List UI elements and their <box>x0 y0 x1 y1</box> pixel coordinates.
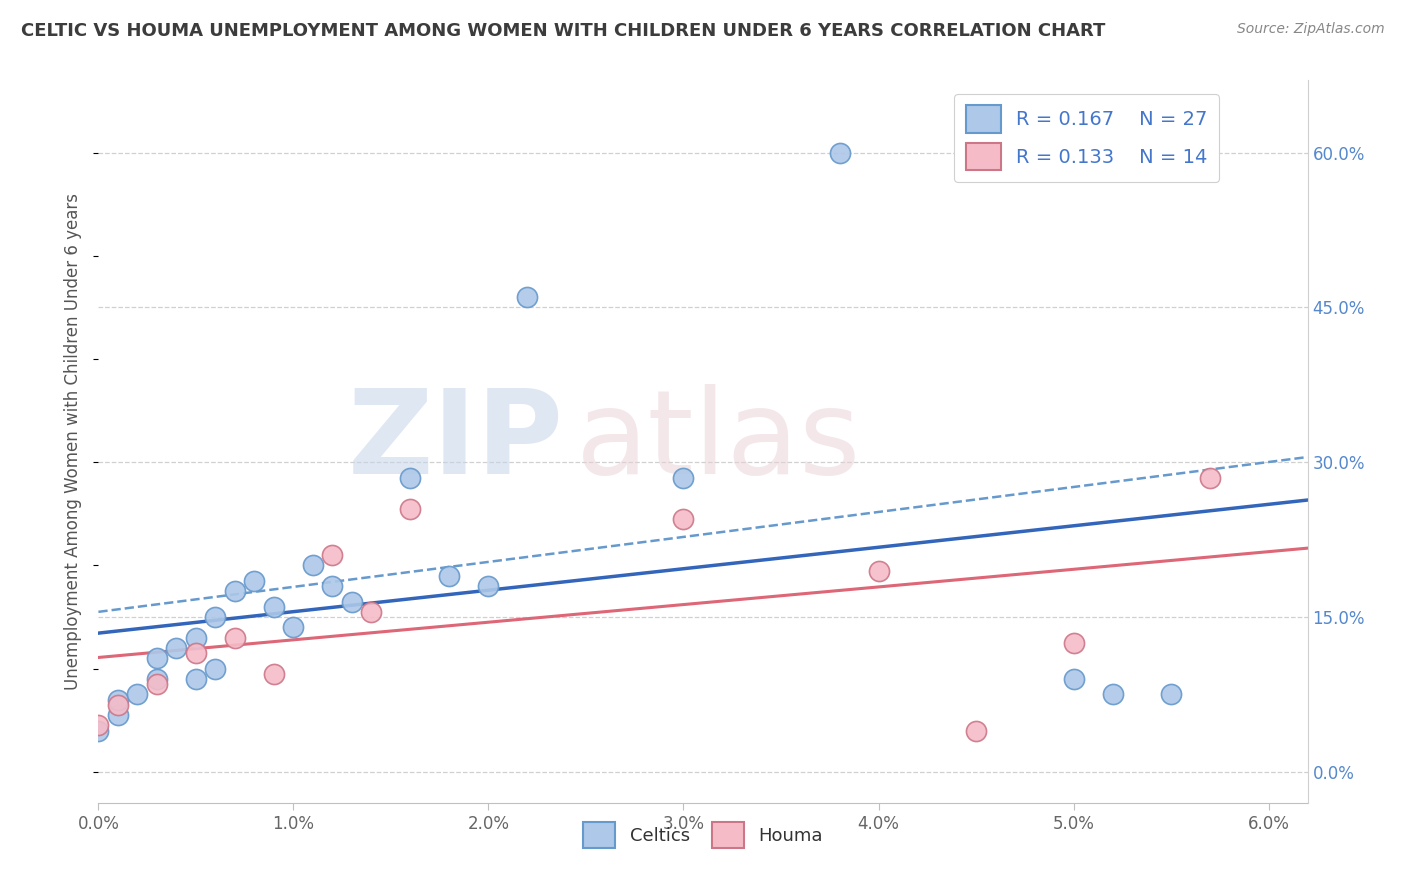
Point <box>87 718 110 732</box>
Point <box>184 631 207 645</box>
Point <box>340 594 363 608</box>
Point <box>107 708 129 723</box>
Point <box>868 564 890 578</box>
Point <box>127 687 149 701</box>
Point <box>146 677 169 691</box>
Point <box>107 692 129 706</box>
Point <box>439 568 461 582</box>
Point <box>1063 636 1085 650</box>
Point <box>672 471 695 485</box>
Point <box>360 605 382 619</box>
Point <box>399 471 422 485</box>
Y-axis label: Unemployment Among Women with Children Under 6 years: Unemployment Among Women with Children U… <box>65 193 83 690</box>
Point <box>672 512 695 526</box>
Text: CELTIC VS HOUMA UNEMPLOYMENT AMONG WOMEN WITH CHILDREN UNDER 6 YEARS CORRELATION: CELTIC VS HOUMA UNEMPLOYMENT AMONG WOMEN… <box>21 22 1105 40</box>
Point <box>165 640 187 655</box>
Point <box>965 723 987 738</box>
Point <box>224 631 246 645</box>
Point <box>204 610 226 624</box>
Point <box>184 672 207 686</box>
Point <box>283 620 305 634</box>
Point <box>204 662 226 676</box>
Point <box>321 548 343 562</box>
Text: atlas: atlas <box>576 384 862 499</box>
Point <box>302 558 325 573</box>
Point <box>1160 687 1182 701</box>
Point <box>263 599 285 614</box>
Point <box>263 666 285 681</box>
Point <box>87 723 110 738</box>
Point <box>1063 672 1085 686</box>
Text: ZIP: ZIP <box>347 384 564 499</box>
Point <box>107 698 129 712</box>
Legend: Celtics, Houma: Celtics, Houma <box>575 815 831 855</box>
Point <box>243 574 266 588</box>
Point <box>146 672 169 686</box>
Point <box>477 579 499 593</box>
Point <box>146 651 169 665</box>
Point <box>516 290 538 304</box>
Point <box>1199 471 1222 485</box>
Point <box>184 646 207 660</box>
Point <box>828 145 851 160</box>
Point <box>321 579 343 593</box>
Point <box>1101 687 1123 701</box>
Point <box>399 501 422 516</box>
Point <box>224 584 246 599</box>
Text: Source: ZipAtlas.com: Source: ZipAtlas.com <box>1237 22 1385 37</box>
